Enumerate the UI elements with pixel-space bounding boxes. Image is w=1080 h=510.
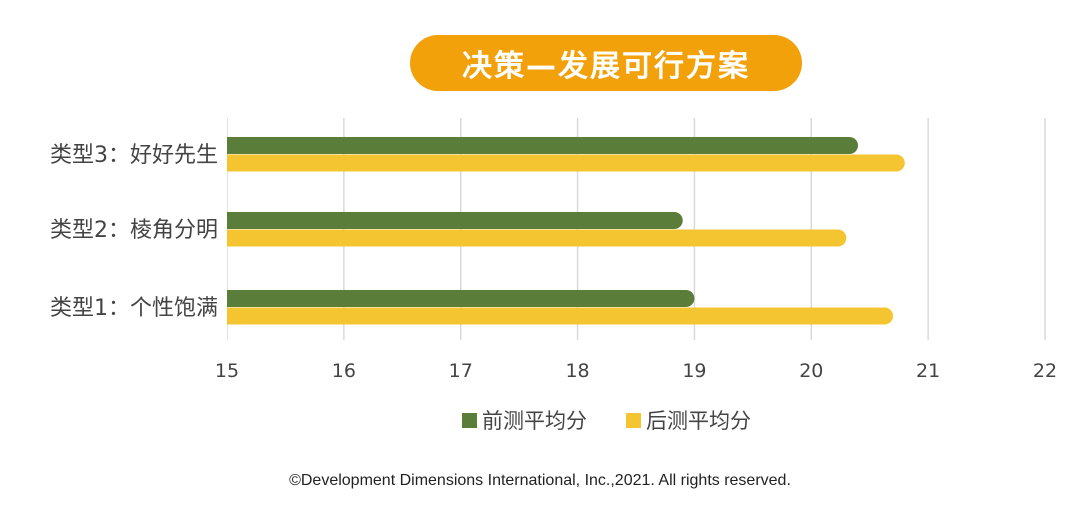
category-label: 类型3：好好先生	[50, 143, 218, 168]
bar-post-2	[217, 229, 847, 247]
x-tick-label: 22	[1033, 360, 1057, 382]
x-tick-label: 19	[682, 360, 706, 382]
legend-label: 前测平均分	[482, 409, 587, 433]
bars	[215, 118, 905, 340]
x-tick-label: 16	[332, 360, 356, 382]
x-tick-label: 21	[916, 360, 940, 382]
category-label: 类型1：个性饱满	[50, 296, 218, 321]
bar-pre-3	[217, 290, 695, 307]
axis-mask	[215, 118, 227, 340]
x-tick-label: 18	[565, 360, 589, 382]
bar-post-1	[217, 154, 905, 172]
legend-label: 后测平均分	[646, 409, 751, 433]
category-label: 类型2：棱角分明	[50, 218, 218, 243]
legend-swatch	[626, 413, 641, 428]
x-tick-label: 20	[799, 360, 823, 382]
copyright-footer: ©Development Dimensions International, I…	[289, 472, 791, 489]
bar-post-3	[217, 307, 894, 325]
bar-pre-1	[217, 137, 859, 154]
chart-title: 决策—发展可行方案	[410, 35, 802, 91]
x-tick-labels: 15 16 17 18 19 20 21 22	[215, 360, 1057, 382]
bar-pre-2	[217, 212, 683, 229]
x-tick-label: 15	[215, 360, 239, 382]
legend-swatch	[462, 413, 477, 428]
x-tick-label: 17	[449, 360, 473, 382]
legend: 前测平均分 后测平均分	[462, 409, 751, 433]
